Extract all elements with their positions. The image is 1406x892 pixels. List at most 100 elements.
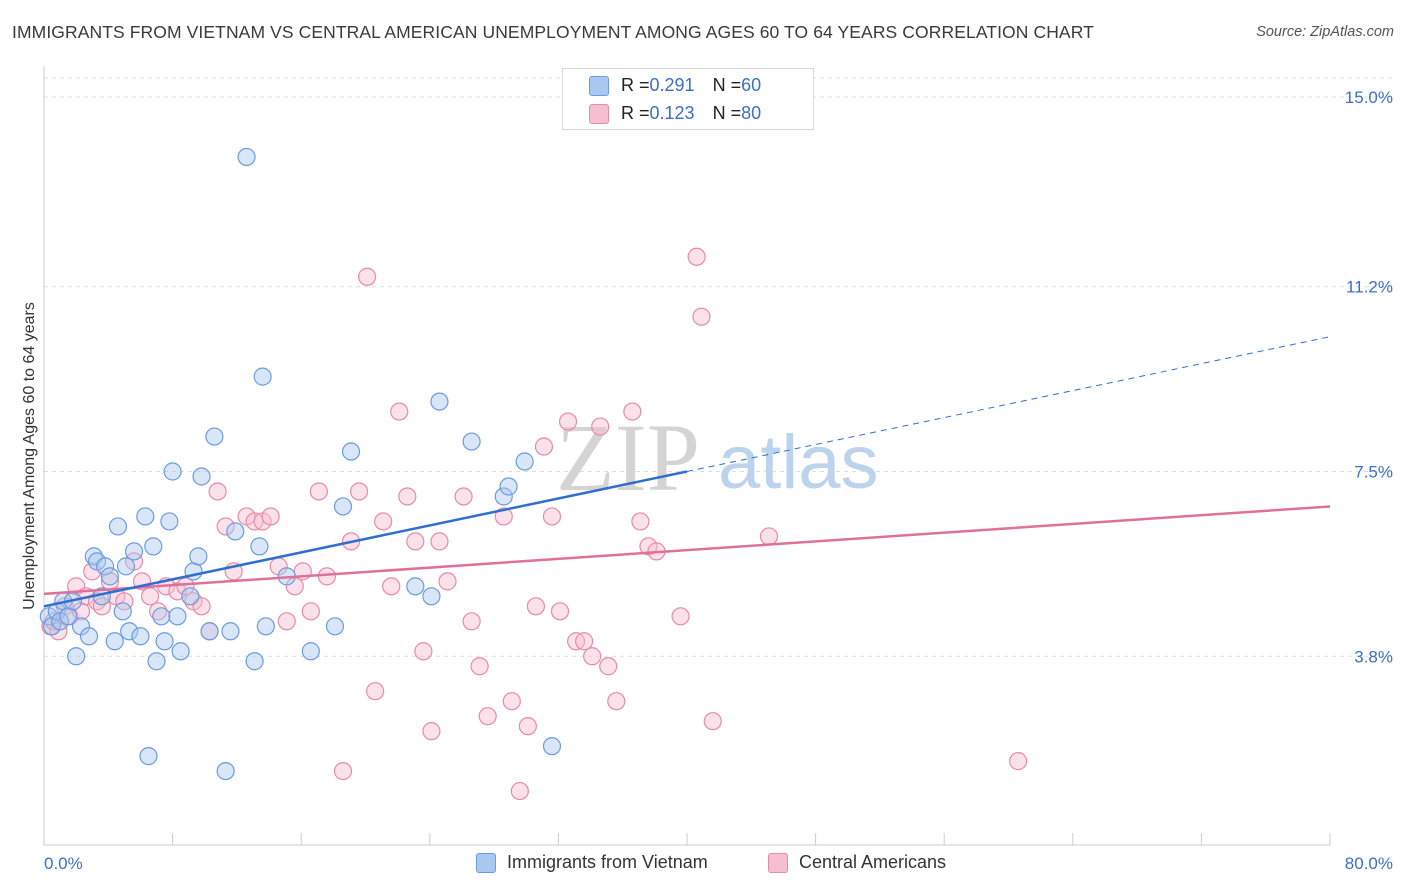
vietnam-point <box>515 452 534 471</box>
central-americans-point <box>140 587 160 606</box>
n-label: N = <box>712 103 742 123</box>
central-americans-trendline <box>43 505 1331 596</box>
vietnam-swatch <box>589 75 609 96</box>
vietnam-point <box>499 477 518 496</box>
x-tick-label: 80.0% <box>1345 854 1393 873</box>
vietnam-point <box>301 642 320 661</box>
vietnam-point <box>144 537 163 556</box>
central-americans-point <box>502 692 521 711</box>
central-americans-point <box>518 717 537 736</box>
vietnam-point <box>79 627 99 646</box>
central-americans-point <box>470 657 489 676</box>
vietnam-point <box>116 557 136 576</box>
vietnam-point <box>341 442 361 461</box>
vietnam-point <box>120 622 139 641</box>
legend-item-central: Central Americans <box>768 852 946 873</box>
central-americans-point <box>510 781 529 801</box>
legend-item-vietnam: Immigrants from Vietnam <box>476 852 708 873</box>
vietnam-point <box>163 462 182 481</box>
central-americans-point <box>317 567 337 586</box>
vietnam-points <box>39 82 714 781</box>
axes <box>43 66 1331 846</box>
vietnam-point <box>108 517 128 536</box>
vietnam-point <box>136 507 155 526</box>
central-americans-point <box>149 602 168 621</box>
central-americans-point <box>406 532 425 551</box>
y-tick-label: 7.5% <box>1354 463 1393 482</box>
central-swatch <box>768 852 788 873</box>
y-tick-label: 3.8% <box>1354 647 1393 666</box>
central-americans-point <box>607 692 626 711</box>
legend-label-central: Central Americans <box>799 852 947 872</box>
legend-row-vietnam: R = 0.291 N = 60 <box>589 75 761 96</box>
central-americans-point <box>534 437 554 456</box>
source-attribution: Source: ZipAtlas.com <box>1256 24 1394 40</box>
chart-title: IMMIGRANTS FROM VIETNAM VS CENTRAL AMERI… <box>12 22 1094 42</box>
n-value: 60 <box>741 75 762 95</box>
vietnam-point <box>325 617 345 636</box>
correlation-legend: R = 0.291 N = 60 R = 0.123 N = 80 <box>562 68 814 130</box>
watermark-atlas: atlas <box>718 420 879 505</box>
trend-lines <box>43 336 1331 608</box>
central-swatch <box>589 103 609 124</box>
central-americans-point <box>398 487 417 506</box>
vietnam-point <box>216 761 235 781</box>
legend-row-central: R = 0.123 N = 80 <box>589 103 761 124</box>
central-americans-point <box>591 417 610 436</box>
vietnam-point <box>171 642 190 661</box>
vietnam-point <box>237 147 256 167</box>
central-americans-point <box>526 597 545 616</box>
vietnam-point <box>147 652 166 671</box>
central-americans-point <box>277 612 296 631</box>
vietnam-point <box>189 547 208 566</box>
r-label: R = <box>621 75 650 95</box>
central-americans-point <box>390 402 409 421</box>
vietnam-point <box>67 647 86 666</box>
central-americans-point <box>558 412 578 431</box>
central-americans-point <box>422 722 441 741</box>
central-americans-point <box>309 482 328 501</box>
vietnam-point <box>253 367 272 386</box>
vietnam-point <box>250 537 269 556</box>
x-tick-label: 0.0% <box>44 854 83 873</box>
central-americans-point <box>575 632 594 651</box>
vietnam-trendline <box>43 470 688 608</box>
central-americans-point <box>92 597 111 616</box>
central-americans-point <box>208 482 227 501</box>
vietnam-point <box>205 427 224 446</box>
vietnam-point <box>245 652 264 671</box>
vietnam-point <box>200 622 219 641</box>
central-americans-point <box>1009 752 1028 771</box>
r-value: 0.291 <box>649 75 695 95</box>
central-americans-point <box>692 307 711 326</box>
central-americans-point <box>623 402 642 421</box>
r-value: 0.123 <box>649 103 695 123</box>
vietnam-point <box>226 522 245 541</box>
central-americans-point <box>414 642 433 661</box>
central-americans-point <box>382 577 401 596</box>
vietnam-point <box>168 607 187 626</box>
vietnam-point <box>139 747 158 766</box>
central-americans-point <box>366 682 385 701</box>
central-americans-point <box>599 657 618 676</box>
vietnam-point <box>462 432 481 451</box>
vietnam-point <box>494 487 513 506</box>
vietnam-point <box>100 567 120 586</box>
central-americans-point <box>301 602 320 621</box>
vietnam-point <box>160 512 179 531</box>
vietnam-point <box>221 622 240 641</box>
series-legend: Immigrants from Vietnam Central American… <box>0 852 1406 878</box>
vietnam-point <box>256 617 275 636</box>
central-americans-points <box>41 247 1028 801</box>
central-americans-point <box>631 512 650 531</box>
vietnam-point <box>406 577 425 596</box>
vietnam-point <box>542 737 562 756</box>
vietnam-point <box>333 497 353 516</box>
vietnam-point <box>105 632 124 651</box>
central-americans-point <box>494 507 513 526</box>
vietnam-point <box>152 607 171 626</box>
n-value: 80 <box>741 103 762 123</box>
y-tick-label: 15.0% <box>1345 88 1393 107</box>
legend-label-vietnam: Immigrants from Vietnam <box>507 852 708 872</box>
